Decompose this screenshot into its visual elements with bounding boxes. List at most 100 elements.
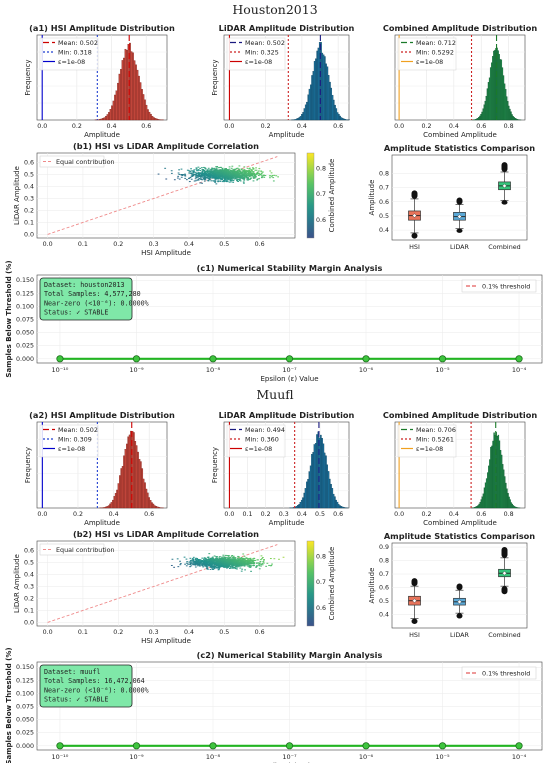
scatter-point: [192, 170, 195, 172]
scatter-point: [259, 174, 262, 176]
scatter-point: [208, 177, 211, 179]
scatter-point: [217, 172, 219, 174]
histogram-bar: [508, 496, 510, 509]
scatter-point: [222, 554, 225, 556]
scatter-point: [224, 557, 226, 559]
histogram-bar: [110, 502, 113, 509]
scatter-point: [190, 173, 193, 175]
scatter-point: [201, 564, 204, 566]
scatter-point: [208, 179, 211, 181]
scatter-point: [216, 170, 219, 172]
x-tick-label: 0.2: [72, 123, 82, 130]
scatter-point: [210, 172, 213, 174]
scatter-point: [226, 173, 229, 175]
scatter-point: [201, 167, 203, 169]
scatter-point: [245, 557, 248, 559]
histogram-bar: [335, 108, 338, 121]
y-tick-label: 0.1: [24, 607, 34, 614]
histogram-bar: [480, 499, 482, 509]
scatter-point: [230, 560, 233, 562]
scatter-point: [231, 169, 234, 171]
y-tick-label: 0.6: [24, 160, 34, 167]
histogram-bar: [339, 115, 341, 121]
scatter-point: [260, 173, 263, 175]
scatter-point: [215, 175, 217, 177]
histogram-bar: [326, 66, 329, 121]
scatter-point: [249, 174, 251, 176]
scatter-point: [256, 171, 259, 173]
scatter-point: [233, 565, 236, 567]
scatter-point: [233, 567, 236, 569]
scatter-point: [275, 175, 278, 177]
scatter-point: [262, 561, 265, 563]
scatter-point: [181, 174, 183, 176]
scatter-point: [263, 174, 265, 176]
scatter-point: [255, 169, 258, 171]
scatter-point: [195, 172, 198, 174]
histogram-bar: [322, 54, 325, 121]
legend-entry: Min: 0.309: [58, 436, 92, 444]
section-heading: Houston2013: [232, 2, 317, 17]
histogram-bar: [325, 455, 327, 509]
histogram-bar: [477, 118, 479, 121]
histogram-bar: [306, 101, 308, 121]
y-tick-label: 0.075: [16, 317, 34, 324]
scatter-point: [241, 171, 244, 173]
scatter-point: [237, 180, 239, 182]
scatter-point: [277, 176, 280, 178]
mean-marker: [412, 598, 417, 604]
histogram-bar: [295, 118, 298, 121]
scatter-point: [213, 175, 216, 177]
histogram-bar: [113, 496, 116, 509]
info-line: Near-zero (<10⁻⁶): 0.0000%: [44, 686, 149, 694]
scatter-point: [229, 179, 232, 181]
scatter-point: [245, 560, 247, 562]
scatter-point: [203, 561, 205, 563]
scatter-point: [220, 556, 223, 558]
scatter-point: [243, 170, 245, 172]
scatter-point: [228, 172, 231, 174]
scatter-point: [223, 556, 225, 558]
histogram-bar: [507, 101, 509, 121]
scatter-point: [230, 567, 233, 569]
outliers-low: [501, 586, 508, 595]
y-tick-label: 0.150: [16, 277, 34, 284]
y-tick-label: 0.6: [24, 548, 34, 555]
stability-point: [132, 355, 141, 363]
scatter-point: [244, 564, 247, 566]
scatter-point: [230, 555, 233, 557]
scatter-point: [256, 178, 259, 180]
boxplot-title: Amplitude Statistics Comparison: [384, 531, 535, 541]
scatter-point: [229, 559, 232, 561]
scatter-point: [217, 560, 220, 562]
scatter-point: [196, 561, 199, 563]
scatter-point: [212, 171, 214, 173]
scatter-point: [247, 558, 250, 560]
scatter-point: [241, 563, 244, 565]
scatter-point: [261, 558, 263, 560]
scatter-point: [221, 566, 224, 568]
scatter-point: [215, 183, 218, 185]
scatter-point: [238, 565, 240, 567]
x-tick-label: 0.4: [449, 123, 459, 130]
scatter-point: [223, 174, 226, 176]
scatter-point: [254, 169, 257, 171]
scatter-point: [227, 170, 230, 172]
scatter-point: [258, 172, 260, 174]
scatter-point: [225, 178, 228, 180]
scatter-point: [200, 560, 203, 562]
scatter-point: [184, 177, 187, 179]
scatter-point: [203, 559, 206, 561]
scatter-point: [237, 560, 240, 562]
hist-title: Combined Amplitude Distribution: [383, 23, 538, 33]
legend-entry: Mean: 0.502: [245, 39, 285, 47]
colorbar-label: Combined Amplitude: [328, 159, 336, 233]
scatter-point: [197, 174, 200, 176]
scatter-point: [217, 180, 220, 182]
scatter-point: [191, 175, 194, 177]
histogram-bar: [489, 459, 491, 509]
histogram-bar: [297, 505, 299, 509]
stability-point: [362, 355, 370, 363]
scatter-point: [189, 559, 192, 561]
